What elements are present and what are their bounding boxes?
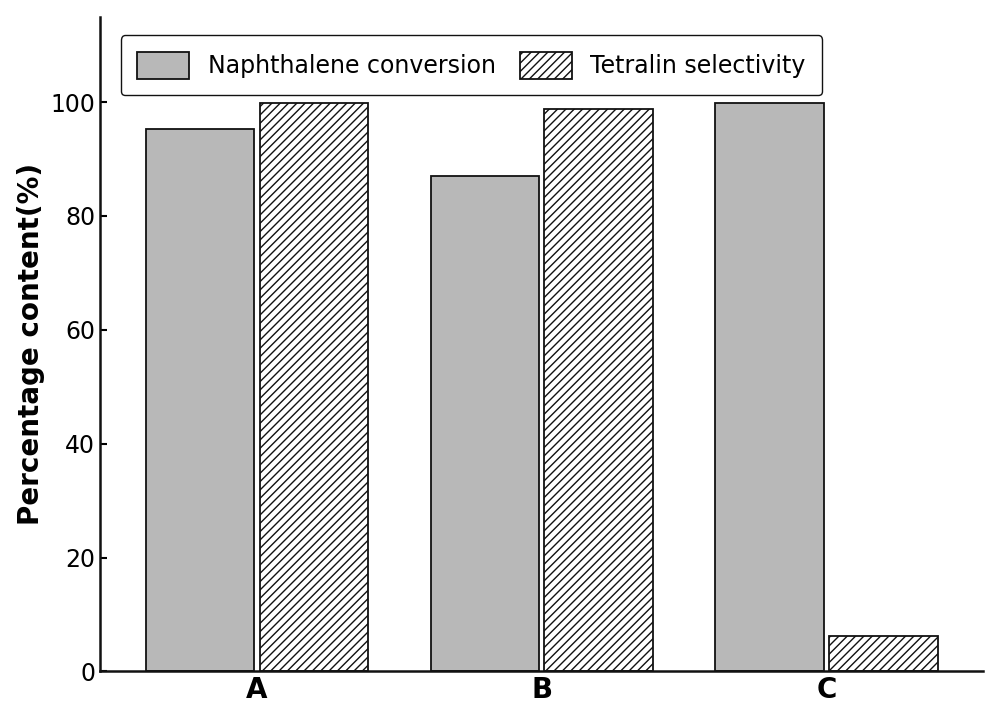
Legend: Naphthalene conversion, Tetralin selectivity: Naphthalene conversion, Tetralin selecti… — [121, 35, 822, 95]
Bar — [715, 103, 824, 671]
Bar — [829, 636, 938, 671]
Bar — [544, 109, 653, 671]
Bar — [260, 103, 368, 671]
Bar — [146, 129, 254, 671]
Bar — [431, 176, 539, 671]
Y-axis label: Percentage content(%): Percentage content(%) — [17, 163, 45, 525]
